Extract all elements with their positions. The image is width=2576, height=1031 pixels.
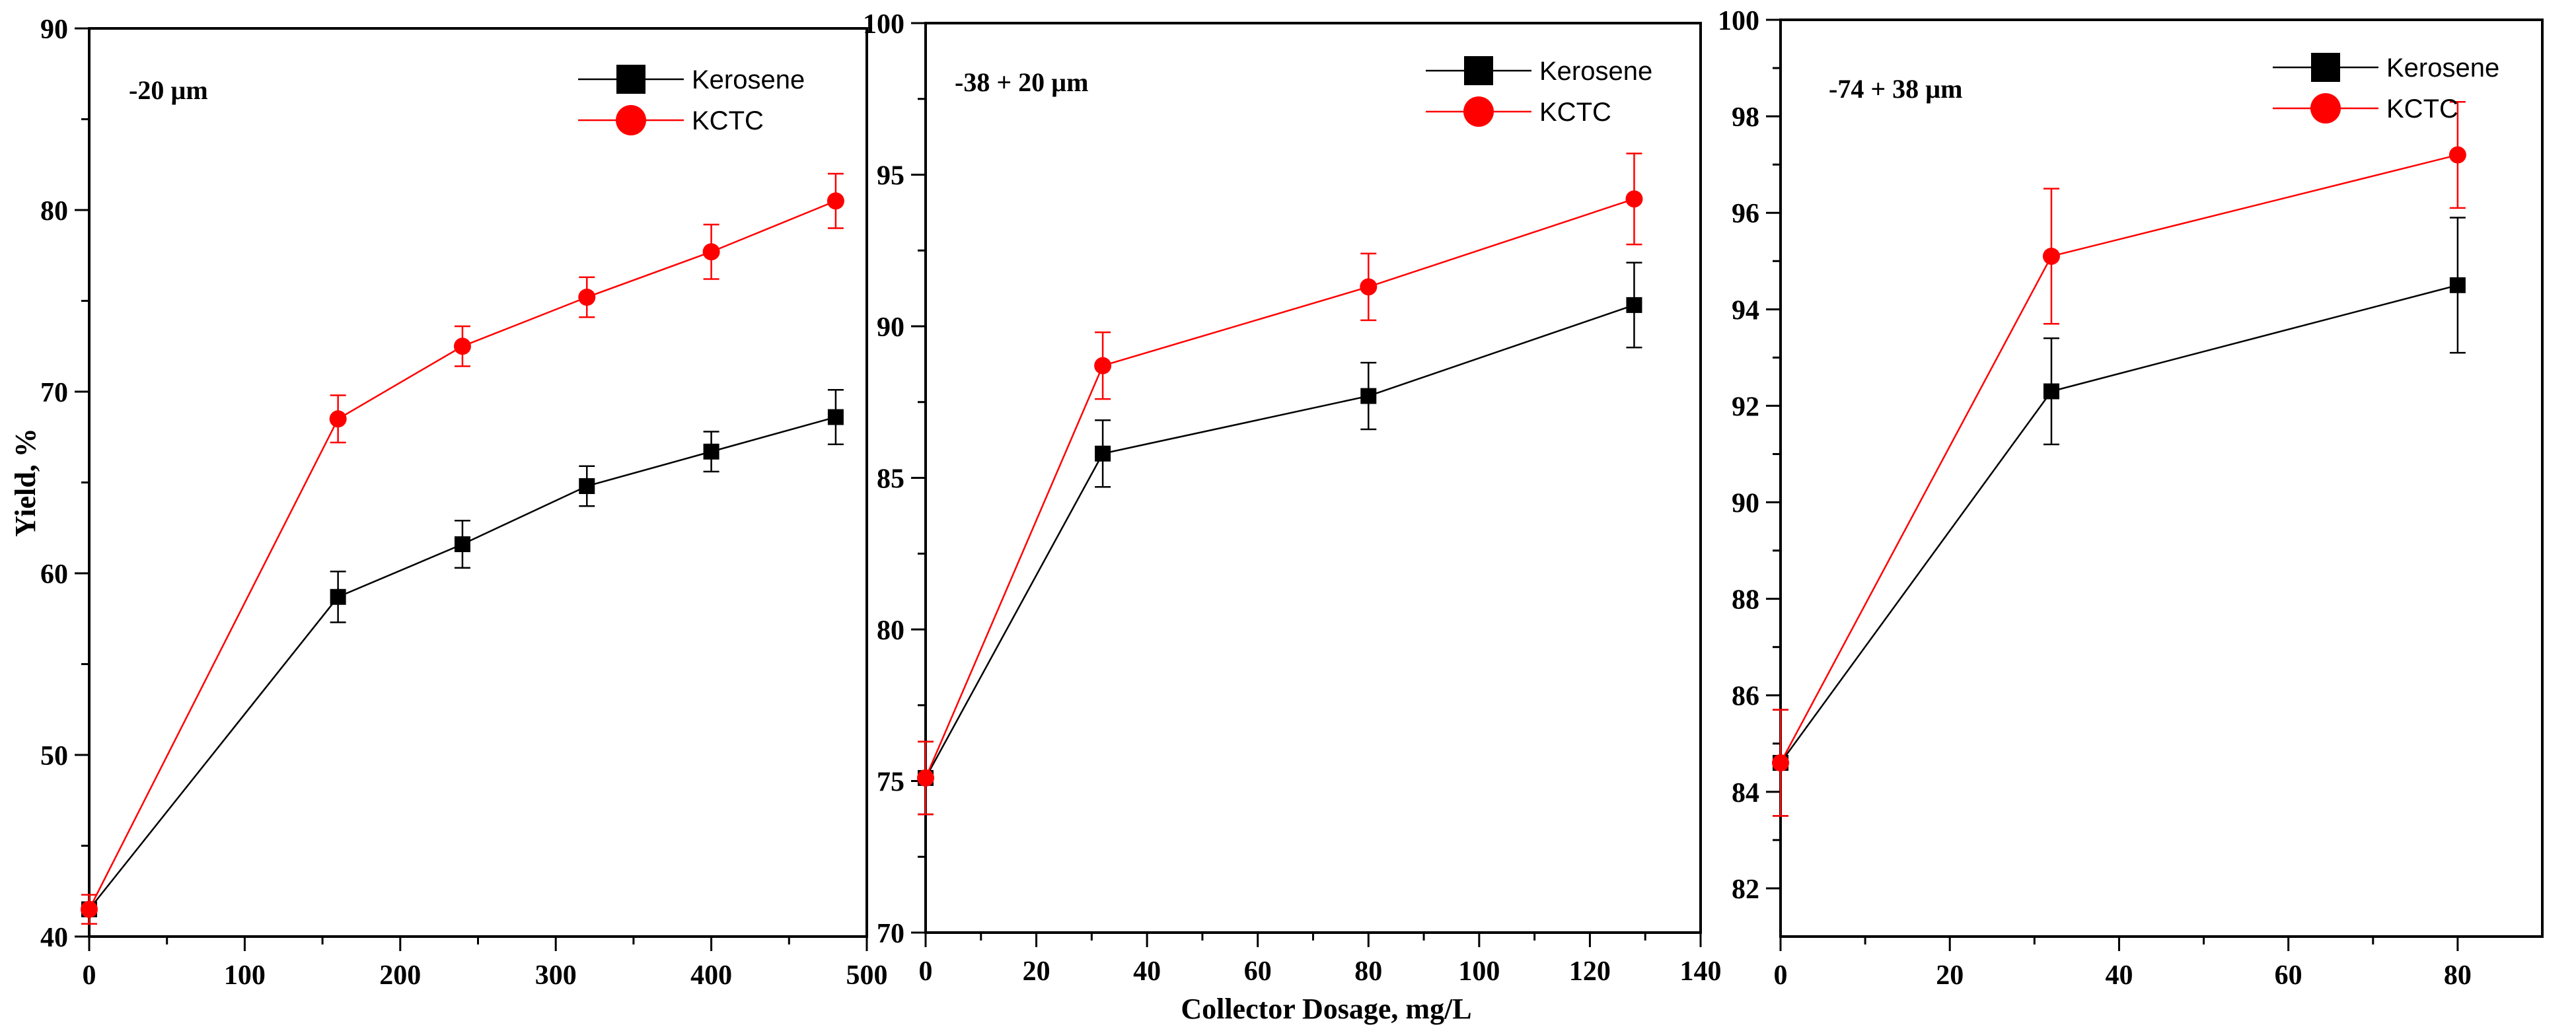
panel-size-label: -74 + 38 µm (1829, 74, 1962, 104)
y-tick-label: 80 (40, 196, 68, 227)
data-point-kctc (2448, 146, 2466, 164)
legend-marker-circle-icon (2310, 93, 2341, 124)
y-tick-label: 80 (877, 616, 904, 646)
y-tick-label: 70 (877, 919, 904, 949)
y-tick-label: 96 (1732, 199, 1759, 229)
series-line-kerosene (89, 416, 836, 910)
panel-size-label: -38 + 20 µm (955, 67, 1088, 97)
data-point-kctc (453, 338, 471, 355)
legend-marker-square-icon (616, 65, 645, 94)
data-point-kerosene (703, 443, 719, 460)
legend-label: Kerosene (1539, 57, 1652, 86)
legend-label: Kerosene (2386, 53, 2499, 83)
series-line-kctc (924, 198, 1635, 779)
y-tick-label: 60 (40, 559, 68, 590)
legend-label: KCTC (692, 106, 764, 135)
y-tick-label: 94 (1732, 295, 1759, 326)
y-tick-label: 100 (863, 9, 904, 40)
series-line-kerosene (1779, 284, 2458, 764)
chart-panel-fine: 0 100 200 300 400 500 40 50 60 70 80 90 Yield, % -20 … (9, 15, 888, 991)
y-tick-label: 84 (1732, 778, 1759, 808)
series-line-kctc (1779, 154, 2458, 764)
x-tick-label: 400 (690, 960, 732, 991)
x-tick-label: 60 (2275, 960, 2302, 991)
y-tick-label: 82 (1732, 874, 1759, 905)
x-axis-title: Collector Dosage, mg/L (1181, 993, 1471, 1025)
y-tick-label: 98 (1732, 102, 1759, 133)
x-tick-label: 0 (1774, 960, 1788, 991)
data-point-kctc (578, 289, 596, 306)
x-tick-label: 500 (846, 960, 888, 991)
legend-marker-circle-icon (1463, 96, 1494, 127)
y-tick-label: 90 (40, 15, 68, 45)
y-tick-label: 75 (877, 767, 904, 798)
y-tick-label: 92 (1732, 392, 1759, 422)
data-point-kctc (1772, 754, 1789, 772)
legend-marker-square-icon (1464, 56, 1493, 85)
data-point-kctc (81, 900, 98, 918)
x-tick-label: 20 (1936, 960, 1964, 991)
data-point-kerosene (1095, 445, 1111, 462)
data-point-kerosene (579, 478, 595, 494)
data-point-kerosene (827, 409, 844, 425)
x-tick-label: 100 (1458, 956, 1500, 987)
data-point-kctc (702, 243, 720, 261)
y-axis-title: Yield, % (9, 428, 42, 537)
legend-marker-square-icon (2311, 53, 2340, 82)
y-tick-label: 86 (1732, 682, 1759, 712)
y-tick-label: 70 (40, 378, 68, 408)
plot-frame (1779, 18, 2544, 938)
x-tick-label: 80 (1354, 956, 1382, 987)
y-tick-label: 95 (877, 161, 904, 192)
data-point-kctc (917, 769, 934, 787)
x-tick-label: 100 (224, 960, 266, 991)
data-point-kctc (1360, 278, 1378, 296)
series-line-kerosene (924, 304, 1635, 779)
data-point-kerosene (2449, 277, 2466, 293)
x-tick-label: 120 (1569, 956, 1611, 987)
data-point-kctc (2042, 247, 2060, 265)
chart-panel-coarse: 0 20 40 60 80 82 84 86 88 90 92 94 96 98 100 -74 + 38 µ… (1718, 6, 2544, 991)
legend-label: Kerosene (692, 65, 805, 94)
panel-size-label: -20 µm (129, 75, 208, 105)
x-tick-label: 40 (1133, 956, 1161, 987)
chart-panel-medium: 0 20 40 60 80 100 120 140 70 75 80 85 90 95 100 Collect… (863, 9, 1722, 1025)
legend-label: KCTC (2386, 94, 2458, 124)
y-tick-label: 88 (1732, 585, 1759, 616)
x-tick-label: 140 (1680, 956, 1722, 987)
plot-frame (924, 22, 1702, 934)
data-point-kctc (329, 410, 347, 428)
plot-frame (88, 27, 868, 938)
legend-label: KCTC (1539, 98, 1611, 127)
data-point-kerosene (1626, 297, 1642, 313)
data-point-kctc (827, 192, 844, 210)
data-point-kctc (1625, 190, 1643, 208)
legend-marker-circle-icon (616, 105, 646, 135)
y-tick-label: 85 (877, 464, 904, 495)
x-tick-label: 0 (919, 956, 933, 987)
x-tick-label: 40 (2105, 960, 2133, 991)
data-point-kerosene (2043, 383, 2059, 400)
y-tick-label: 50 (40, 741, 68, 771)
series-line-kctc (88, 200, 836, 910)
data-point-kerosene (330, 588, 346, 605)
data-point-kerosene (454, 536, 470, 552)
data-point-kerosene (1360, 388, 1377, 404)
x-tick-label: 0 (83, 960, 96, 991)
x-tick-label: 80 (2444, 960, 2472, 991)
x-tick-label: 300 (535, 960, 577, 991)
x-tick-label: 60 (1244, 956, 1272, 987)
y-tick-label: 90 (1732, 489, 1759, 519)
data-point-kctc (1094, 357, 1112, 374)
x-tick-label: 20 (1023, 956, 1050, 987)
y-tick-label: 100 (1718, 6, 1759, 36)
y-tick-label: 40 (40, 923, 68, 953)
x-tick-label: 200 (379, 960, 421, 991)
y-tick-label: 90 (877, 312, 904, 343)
